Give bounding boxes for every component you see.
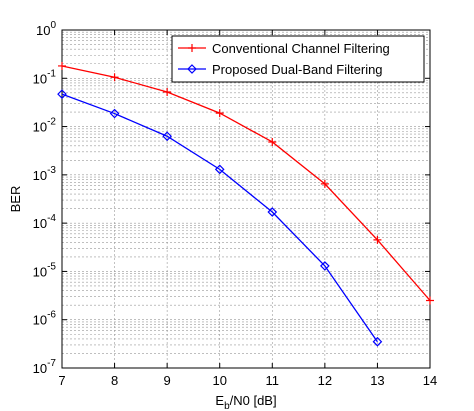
legend-box (171, 35, 425, 83)
x-tick-label: 10 (212, 373, 226, 388)
legend-label: Proposed Dual-Band Filtering (212, 62, 383, 77)
data-point (215, 109, 224, 118)
y-tick-label: 10-1 (33, 68, 57, 86)
y-tick-label: 10-4 (33, 213, 57, 231)
data-point (426, 296, 434, 305)
data-point (373, 235, 382, 244)
y-tick-label: 10-3 (33, 165, 57, 183)
data-point (58, 61, 66, 70)
data-point (268, 137, 277, 146)
data-point (57, 89, 67, 99)
legend-label: Conventional Channel Filtering (212, 41, 390, 56)
x-tick-label: 12 (318, 373, 332, 388)
x-tick-label: 11 (266, 373, 280, 388)
x-tick-label: 9 (164, 373, 171, 388)
data-point (162, 131, 172, 142)
y-axis-label: BER (8, 186, 23, 213)
y-tick-label: 10-6 (33, 310, 57, 328)
plot-frame (61, 29, 431, 369)
x-tick-label: 7 (58, 373, 65, 388)
x-tick-label: 14 (423, 373, 437, 388)
data-point (267, 207, 278, 217)
y-tick-label: 10-2 (33, 117, 57, 135)
data-point (320, 179, 329, 188)
legend-marker (187, 64, 197, 74)
y-tick-label: 100 (36, 20, 56, 38)
x-tick-label: 8 (111, 373, 118, 388)
data-point (110, 73, 119, 82)
data-point (372, 336, 383, 347)
plot-area (62, 30, 430, 368)
legend: Conventional Channel Filtering Proposed D… (171, 35, 425, 83)
data-point (320, 261, 330, 271)
legend-marker (188, 44, 196, 52)
data-point (163, 87, 172, 96)
y-tick-label: 10-5 (33, 261, 57, 279)
data-point (109, 108, 120, 119)
x-tick-label: 13 (370, 373, 384, 388)
data-point (214, 164, 225, 175)
y-tick-label: 10-7 (33, 358, 57, 376)
x-axis-label: Eb/N0 [dB] (215, 393, 276, 411)
series-line (61, 93, 378, 343)
series-line (61, 65, 431, 301)
